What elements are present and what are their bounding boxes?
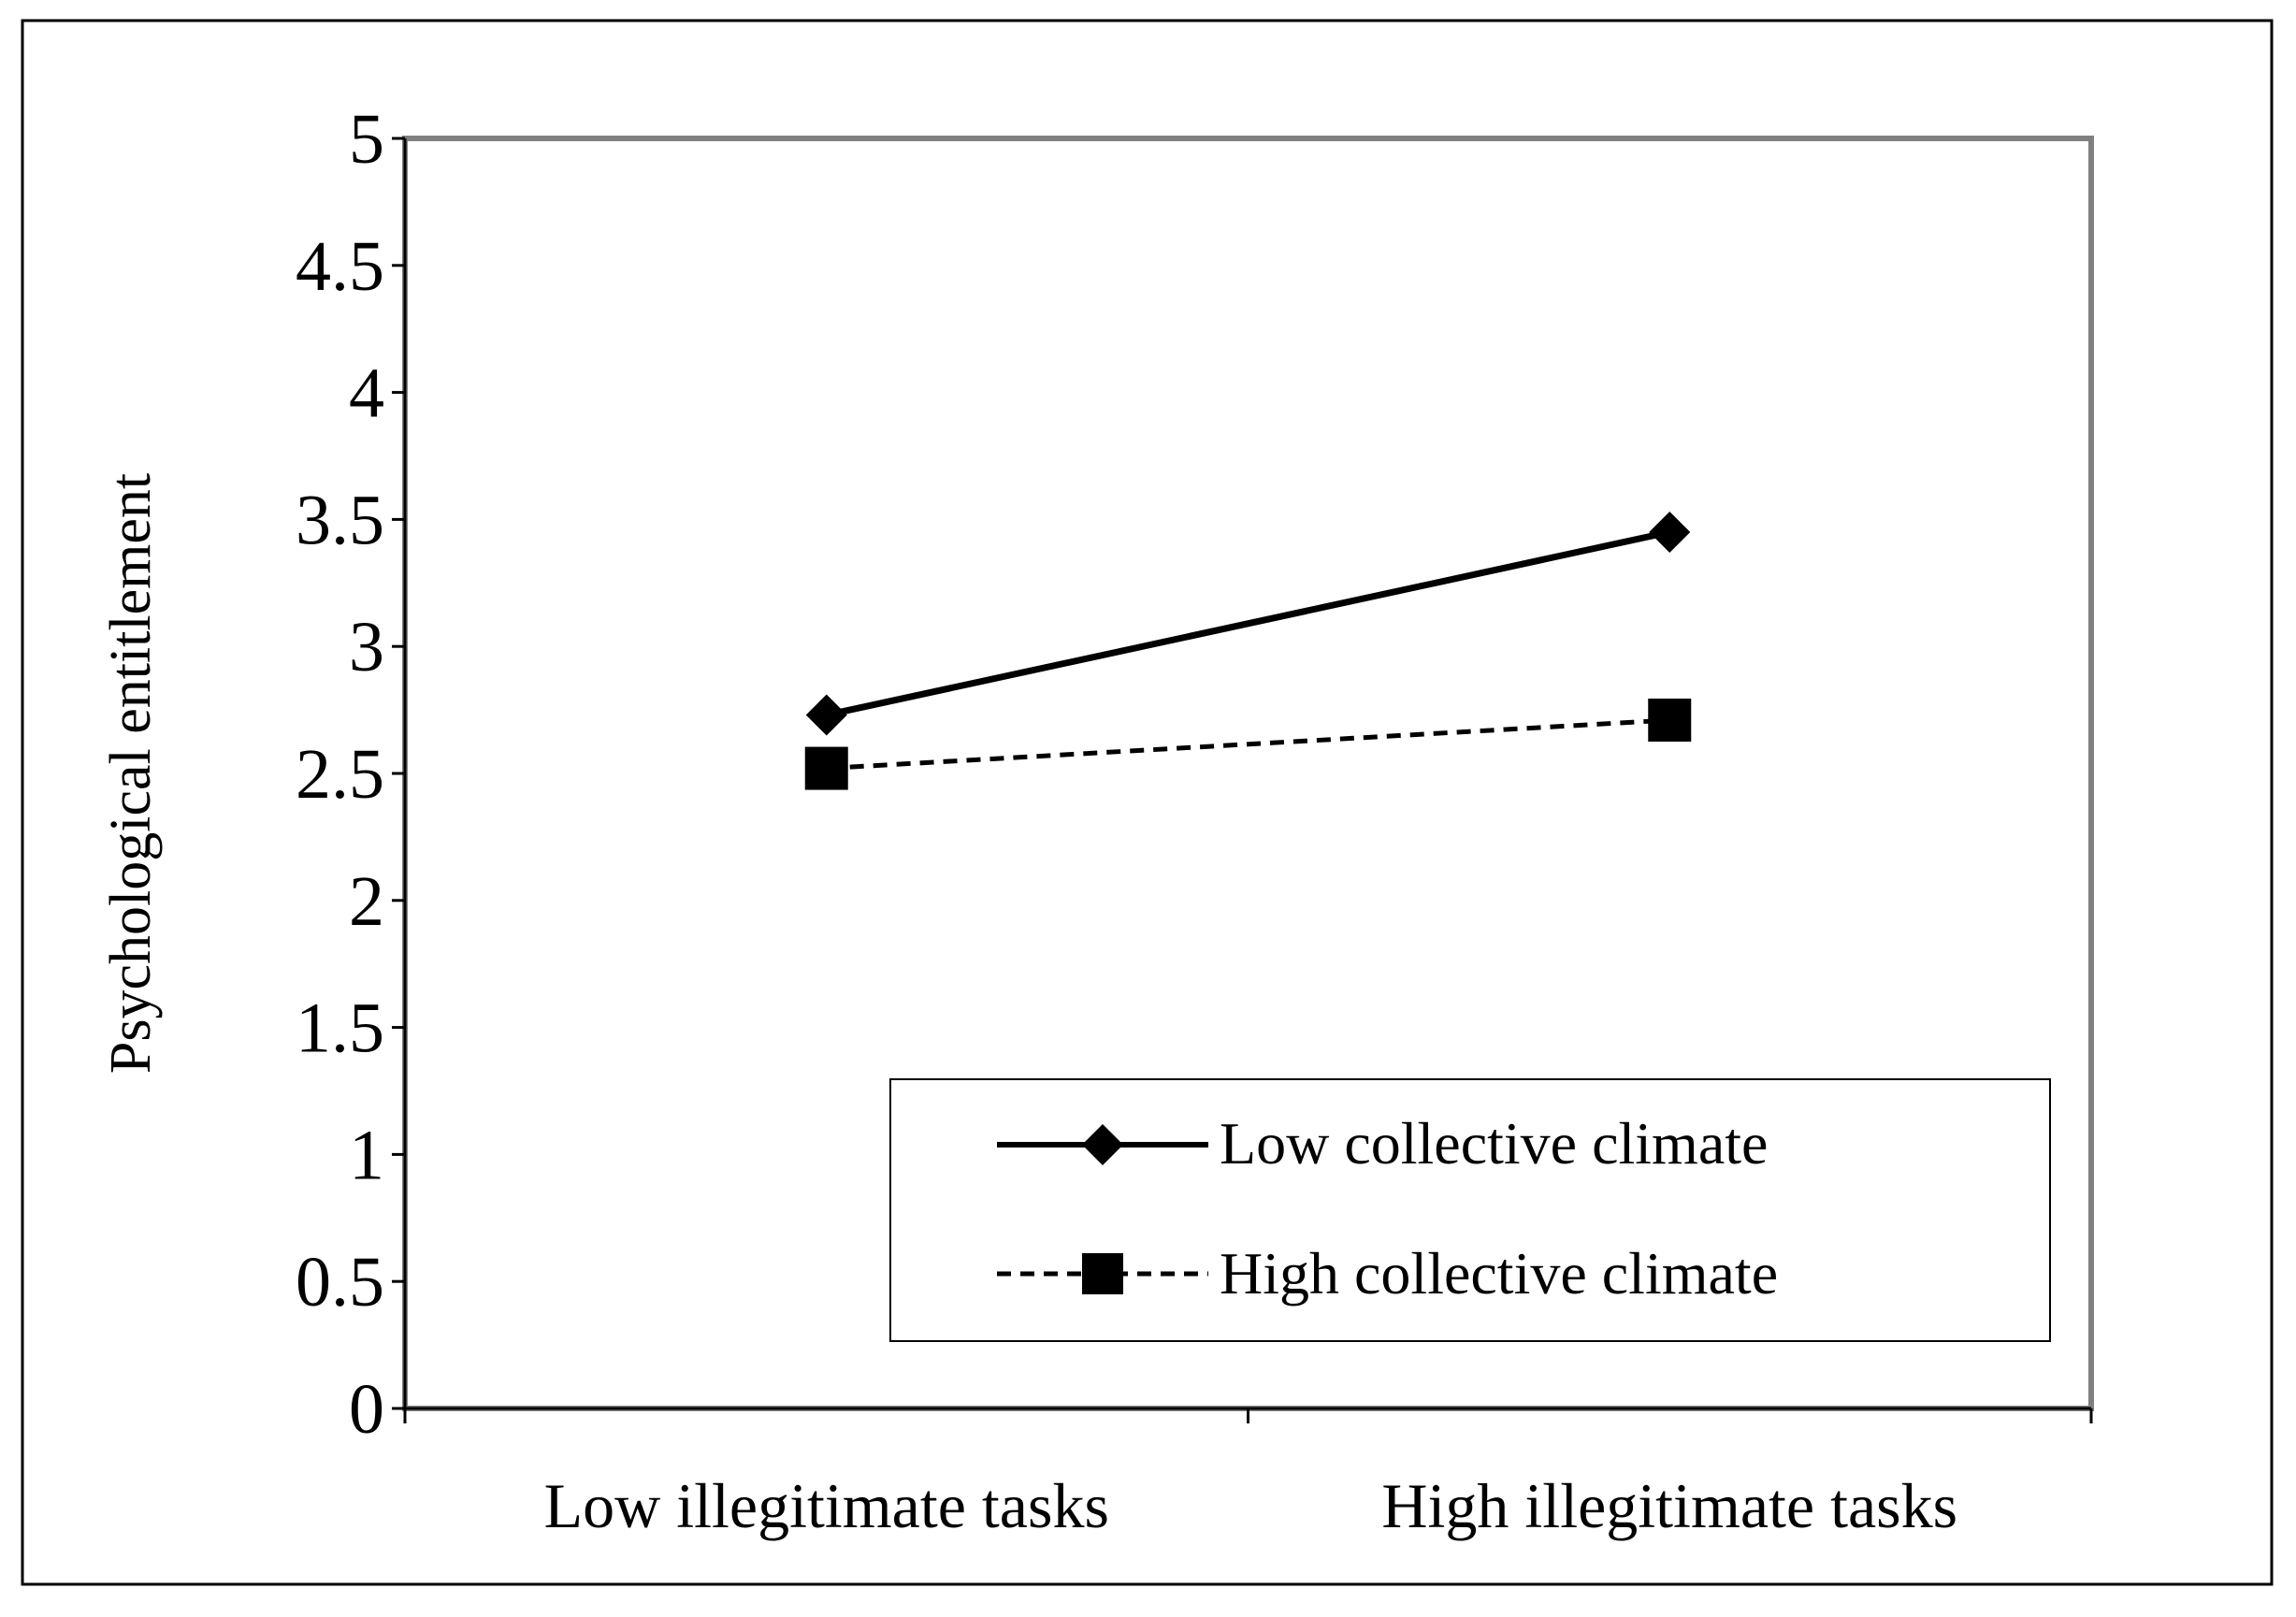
x-tick-label: High illegitimate tasks: [1381, 1470, 1957, 1541]
y-axis-ticks: 0 0.5 1 1.5 2 2.5 3 3.5 4 4.5 5: [296, 100, 405, 1449]
y-tick-label: 0: [349, 1370, 384, 1449]
y-tick-label: 5: [349, 100, 384, 179]
y-tick-label: 3: [349, 608, 384, 686]
legend-marker-diamond: [1082, 1124, 1123, 1165]
legend-label-high: High collective climate: [1220, 1240, 1778, 1307]
data-point-square: [804, 746, 848, 790]
x-tick-label: Low illegitimate tasks: [544, 1470, 1109, 1541]
legend-item-high-collective-climate: High collective climate: [997, 1240, 1778, 1307]
legend-label-low: Low collective climate: [1220, 1110, 1768, 1177]
data-point-square: [1648, 698, 1692, 742]
y-tick-label: 4.5: [296, 227, 384, 306]
legend: Low collective climate High collective c…: [889, 1078, 2051, 1342]
series-line-high-collective-climate: [826, 717, 1670, 772]
series-line-low-collective-climate: [826, 528, 1670, 718]
y-tick-label: 4: [349, 354, 384, 433]
legend-item-low-collective-climate: Low collective climate: [997, 1110, 1768, 1177]
y-tick-label: 1: [349, 1116, 384, 1194]
data-point-diamond: [805, 694, 847, 736]
y-axis-title: Psychological entitlement: [99, 473, 163, 1074]
y-tick-label: 3.5: [296, 481, 384, 559]
series-layer: [804, 511, 1692, 790]
legend-box: [889, 1078, 2051, 1342]
y-tick-label: 0.5: [296, 1243, 384, 1321]
y-tick-label: 2.5: [296, 735, 384, 814]
legend-marker-square: [1082, 1253, 1123, 1294]
x-axis-ticks: Low illegitimate tasks High illegitimate …: [403, 1408, 2093, 1541]
y-tick-label: 2: [349, 862, 384, 941]
y-tick-label: 1.5: [296, 989, 384, 1068]
data-point-diamond: [1649, 511, 1691, 553]
